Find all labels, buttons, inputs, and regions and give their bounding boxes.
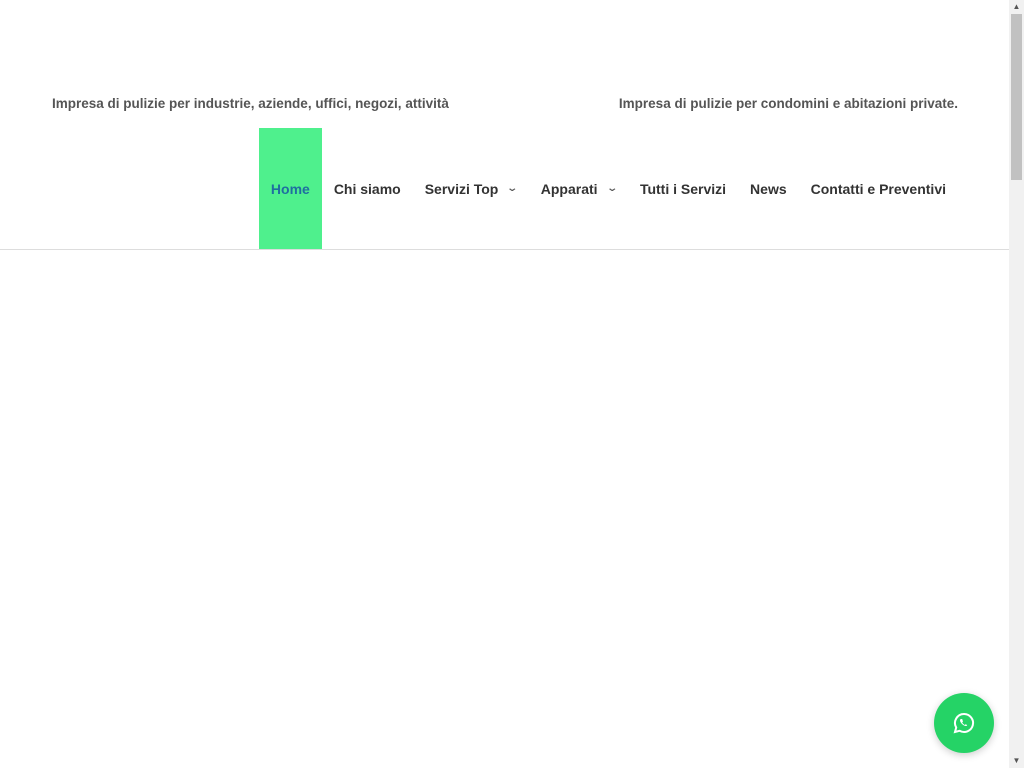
nav-label: Apparati [540, 180, 598, 197]
nav-tutti-servizi[interactable]: Tutti i Servizi [628, 128, 738, 249]
chevron-down-icon: ⌄ [605, 183, 618, 194]
nav-servizi-top[interactable]: Servizi Top ⌄ [413, 128, 529, 249]
nav-home[interactable]: Home [258, 128, 322, 249]
scroll-up-icon[interactable]: ▲ [1012, 2, 1021, 11]
nav-label: Tutti i Servizi [639, 180, 727, 197]
nav-chi-siamo[interactable]: Chi siamo [322, 128, 413, 249]
whatsapp-button[interactable] [934, 693, 994, 753]
nav-news[interactable]: News [738, 128, 799, 249]
nav-contatti[interactable]: Contatti e Preventivi [799, 128, 958, 249]
nav-label: Contatti e Preventivi [810, 180, 946, 197]
nav-apparati[interactable]: Apparati ⌄ [529, 128, 628, 249]
nav-label: Chi siamo [333, 180, 401, 197]
chevron-down-icon: ⌄ [506, 183, 519, 194]
nav-label: Home [270, 180, 310, 197]
scrollbar-thumb[interactable] [1011, 14, 1022, 180]
tagline-business: Impresa di pulizie per industrie, aziend… [52, 96, 449, 111]
nav-label: News [750, 180, 787, 197]
header-divider [0, 249, 1009, 250]
whatsapp-icon [953, 712, 975, 734]
tagline-private: Impresa di pulizie per condomini e abita… [618, 96, 958, 111]
main-nav: Home Chi siamo Servizi Top ⌄ Apparati ⌄ Tu… [258, 128, 958, 249]
scrollbar[interactable]: ▲ ▼ [1009, 0, 1024, 768]
scroll-down-icon[interactable]: ▼ [1012, 756, 1021, 765]
nav-label: Servizi Top [424, 180, 499, 197]
